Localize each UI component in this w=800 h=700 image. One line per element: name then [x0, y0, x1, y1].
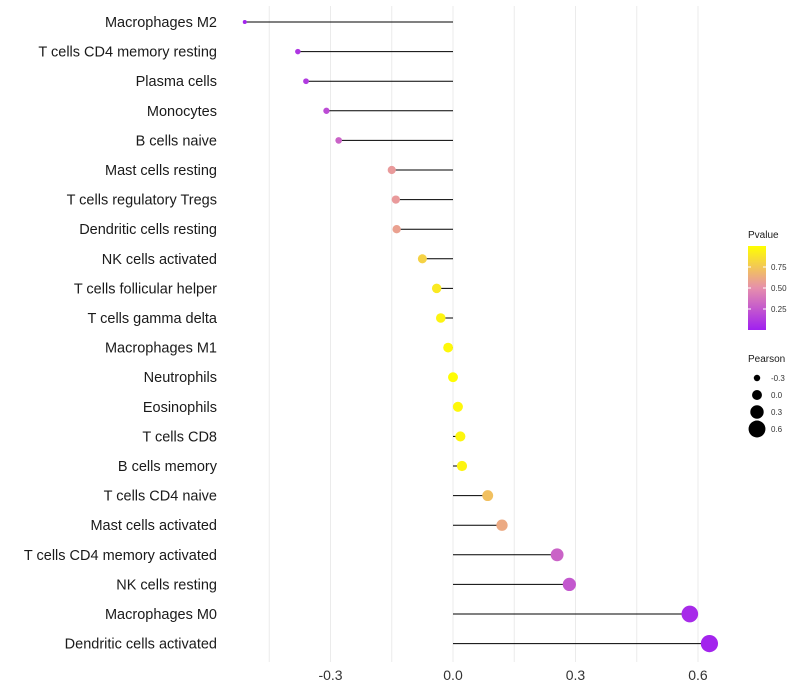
- pearson-legend: Pearson -0.3 0.0 0.3 0.6: [748, 354, 785, 438]
- lollipop-dot: [448, 372, 458, 383]
- category-label: Macrophages M0: [105, 607, 217, 623]
- lollipop-dot: [431, 283, 442, 294]
- lollipop-dot: [455, 431, 466, 442]
- category-label: Neutrophils: [144, 370, 217, 386]
- x-tick-label: -0.3: [318, 667, 342, 683]
- lollipop-dot: [550, 548, 564, 562]
- pearson-legend-key: [750, 405, 764, 419]
- category-label: Monocytes: [147, 104, 217, 120]
- lollipop-dot: [681, 605, 699, 623]
- category-label: T cells gamma delta: [88, 311, 218, 327]
- lollipop-dot: [295, 48, 301, 55]
- lollipop-dot: [417, 254, 427, 264]
- category-label: B cells memory: [118, 459, 218, 475]
- lollipop-dot: [700, 634, 719, 653]
- lollipop-dot: [456, 460, 468, 472]
- lollipop-dot: [323, 107, 330, 114]
- category-label: T cells CD4 memory activated: [24, 548, 217, 564]
- pvalue-colorbar: [748, 246, 766, 330]
- category-label: B cells naive: [136, 133, 217, 149]
- x-tick-label: 0.0: [443, 667, 463, 683]
- pvalue-legend-tick: 0.50: [771, 284, 787, 293]
- lollipop-dot: [335, 137, 343, 144]
- lollipop-dot: [242, 20, 247, 24]
- pearson-legend-key: [748, 420, 766, 438]
- pearson-legend-label: 0.3: [771, 408, 783, 417]
- category-label: T cells CD8: [142, 429, 217, 445]
- stem-layer: [244, 21, 710, 645]
- pearson-legend-label: 0.0: [771, 391, 783, 400]
- category-label: NK cells activated: [102, 252, 217, 268]
- category-label: Plasma cells: [136, 74, 217, 90]
- category-label: T cells regulatory Tregs: [67, 193, 217, 209]
- pearson-legend-key: [752, 390, 762, 400]
- lollipop-dot: [443, 342, 453, 353]
- category-label: Macrophages M1: [105, 341, 217, 357]
- category-label: Mast cells resting: [105, 163, 217, 179]
- pvalue-legend-title: Pvalue: [748, 230, 779, 241]
- pearson-legend-key: [753, 374, 761, 382]
- category-label: T cells CD4 naive: [104, 489, 217, 505]
- pvalue-legend-tick: 0.75: [771, 263, 787, 272]
- lollipop-dot: [303, 78, 309, 85]
- lollipop-dot: [387, 165, 396, 175]
- x-tick-label: 0.3: [566, 667, 586, 683]
- category-label: Dendritic cells resting: [79, 222, 217, 238]
- lollipop-dot: [562, 577, 576, 592]
- category-labels: Macrophages M2 T cells CD4 memory resting…: [24, 15, 218, 653]
- lollipop-dot: [391, 195, 400, 204]
- category-label: Eosinophils: [143, 400, 217, 416]
- lollipop-dot: [482, 490, 494, 502]
- pearson-legend-label: 0.6: [771, 425, 783, 434]
- category-label: Dendritic cells activated: [65, 637, 217, 653]
- pearson-legend-label: -0.3: [771, 374, 785, 383]
- category-label: NK cells resting: [116, 577, 217, 593]
- pearson-legend-title: Pearson: [748, 354, 785, 365]
- lollipop-dot: [496, 519, 508, 531]
- category-label: Mast cells activated: [90, 518, 217, 534]
- lollipop-dot: [392, 225, 401, 234]
- dot-layer: [242, 20, 719, 653]
- lollipop-dot: [435, 313, 446, 323]
- category-label: Macrophages M2: [105, 15, 217, 31]
- category-label: T cells CD4 memory resting: [38, 45, 217, 61]
- pvalue-legend: Pvalue 0.75 0.50 0.25: [748, 230, 787, 330]
- x-tick-label: 0.6: [688, 667, 708, 683]
- category-label: T cells follicular helper: [74, 281, 217, 297]
- pvalue-legend-tick: 0.25: [771, 305, 787, 314]
- lollipop-dot: [452, 401, 463, 412]
- x-axis-ticks: -0.3 0.0 0.3 0.6: [318, 667, 707, 683]
- grid-layer: [268, 6, 699, 662]
